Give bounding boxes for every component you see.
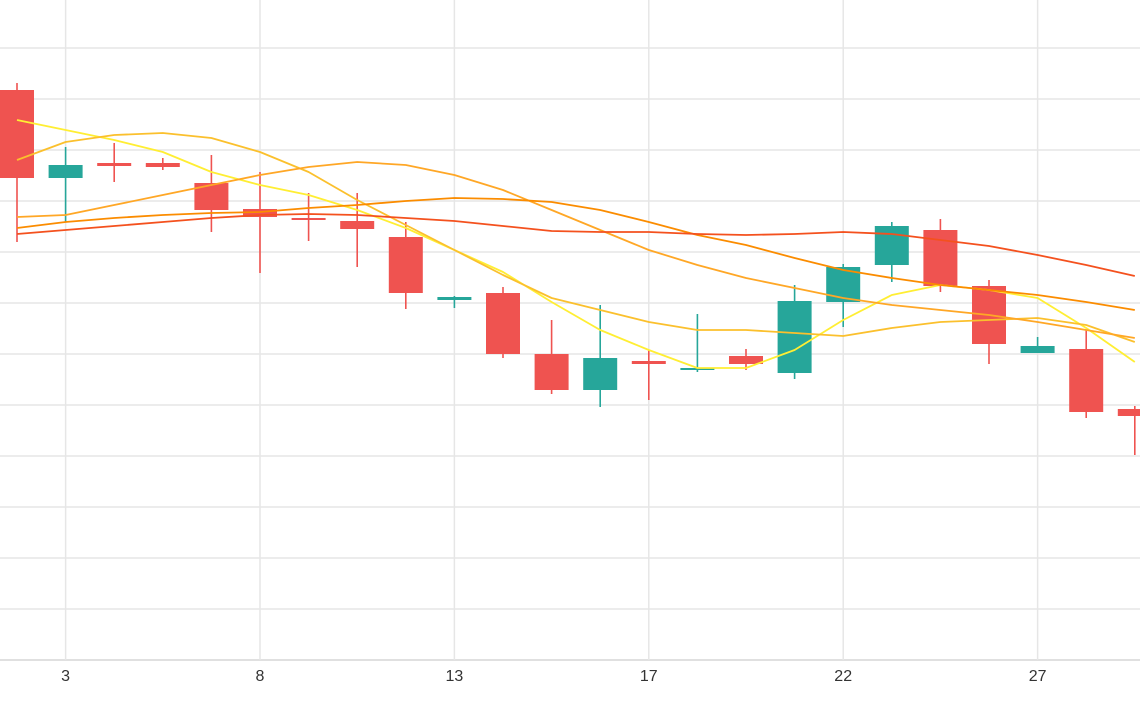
candle-body [777, 301, 812, 373]
candle-body [145, 163, 180, 167]
candle-body [729, 356, 763, 364]
candle-body [437, 297, 472, 300]
candle-body [874, 226, 909, 265]
x-tick-label: 8 [256, 668, 265, 685]
moving-average-line [16, 132, 1136, 343]
candle-body [583, 358, 618, 390]
candle-body [534, 354, 569, 390]
candle-body [388, 237, 423, 293]
candle-body [340, 221, 375, 229]
x-tick-label: 27 [1029, 668, 1047, 685]
moving-average-line [16, 161, 1135, 339]
x-tick-label: 22 [834, 668, 852, 685]
candle-body [0, 90, 34, 178]
candle-body [48, 165, 83, 178]
moving-average-line [16, 213, 1135, 277]
x-tick-label: 13 [446, 668, 464, 685]
x-tick-label: 17 [640, 668, 658, 685]
x-tick-label: 3 [61, 668, 70, 685]
candle-body [243, 209, 277, 217]
candle-body [631, 361, 666, 364]
candle-body [1069, 349, 1104, 412]
candle-body [680, 368, 715, 370]
moving-average-line [16, 197, 1135, 311]
candle-body [486, 293, 520, 354]
candle-body [1117, 409, 1140, 416]
candle-body [291, 218, 326, 220]
candle-body [97, 163, 132, 166]
candle-body [1020, 346, 1055, 353]
